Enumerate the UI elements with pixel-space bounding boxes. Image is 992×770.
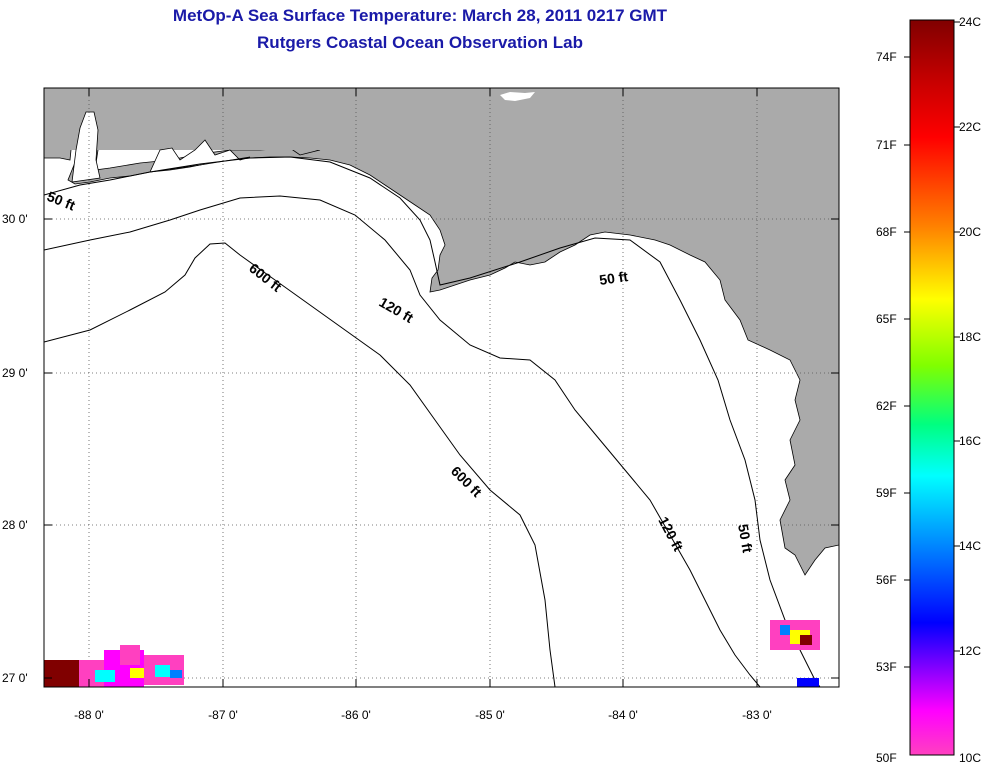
sst-patch-southeast — [770, 620, 820, 687]
lon-label-84: -84 0' — [608, 708, 638, 722]
plot-area — [44, 88, 839, 687]
colorbar-label-65f: 65F — [876, 312, 897, 326]
isobath-600ft — [44, 242, 556, 687]
lat-label-30: 30 0' — [2, 212, 28, 226]
colorbar-label-20c: 20C — [959, 225, 981, 239]
lon-label-88: -88 0' — [74, 708, 104, 722]
pensacola-bay — [149, 139, 251, 173]
lon-label-86: -86 0' — [341, 708, 371, 722]
colorbar-gradient — [909, 19, 955, 756]
colorbar-label-10c: 10C — [959, 751, 981, 765]
colorbar-label-22c: 22C — [959, 120, 981, 134]
colorbar-label-74f: 74F — [876, 50, 897, 64]
map-title: MetOp-A Sea Surface Temperature: March 2… — [172, 6, 668, 25]
map-subtitle: Rutgers Coastal Ocean Observation Lab — [257, 33, 583, 52]
isobath-120ft — [44, 195, 761, 687]
land-mass-north — [44, 88, 839, 150]
contour-label-50ft-east: 50 ft — [598, 268, 629, 288]
colorbar-label-18c: 18C — [959, 330, 981, 344]
lat-label-28: 28 0' — [2, 518, 28, 532]
colorbar-label-50f: 50F — [876, 751, 897, 765]
colorbar-label-56f: 56F — [876, 573, 897, 587]
isobath-50ft — [44, 156, 821, 687]
colorbar-label-71f: 71F — [876, 138, 897, 152]
lat-label-29: 29 0' — [2, 366, 28, 380]
plot-frame — [43, 87, 840, 688]
contour-label-50ft-south: 50 ft — [735, 523, 756, 554]
colorbar-label-24c: 24C — [959, 15, 981, 29]
colorbar-label-12c: 12C — [959, 644, 981, 658]
mobile-bay — [71, 111, 101, 183]
colorbar-label-14c: 14C — [959, 539, 981, 553]
colorbar-label-59f: 59F — [876, 486, 897, 500]
lat-label-27: 27 0' — [2, 671, 28, 685]
colorbar-label-53f: 53F — [876, 660, 897, 674]
lon-label-85: -85 0' — [475, 708, 505, 722]
lake — [500, 92, 535, 101]
colorbar-label-62f: 62F — [876, 399, 897, 413]
lon-label-87: -87 0' — [208, 708, 238, 722]
lon-label-83: -83 0' — [742, 708, 772, 722]
colorbar: 74F 71F 68F 65F 62F 59F 56F 53F 50F 24C … — [876, 15, 981, 765]
tick-marks — [44, 88, 839, 687]
sst-patch-southwest — [44, 645, 184, 687]
colorbar-label-68f: 68F — [876, 225, 897, 239]
colorbar-label-16c: 16C — [959, 434, 981, 448]
